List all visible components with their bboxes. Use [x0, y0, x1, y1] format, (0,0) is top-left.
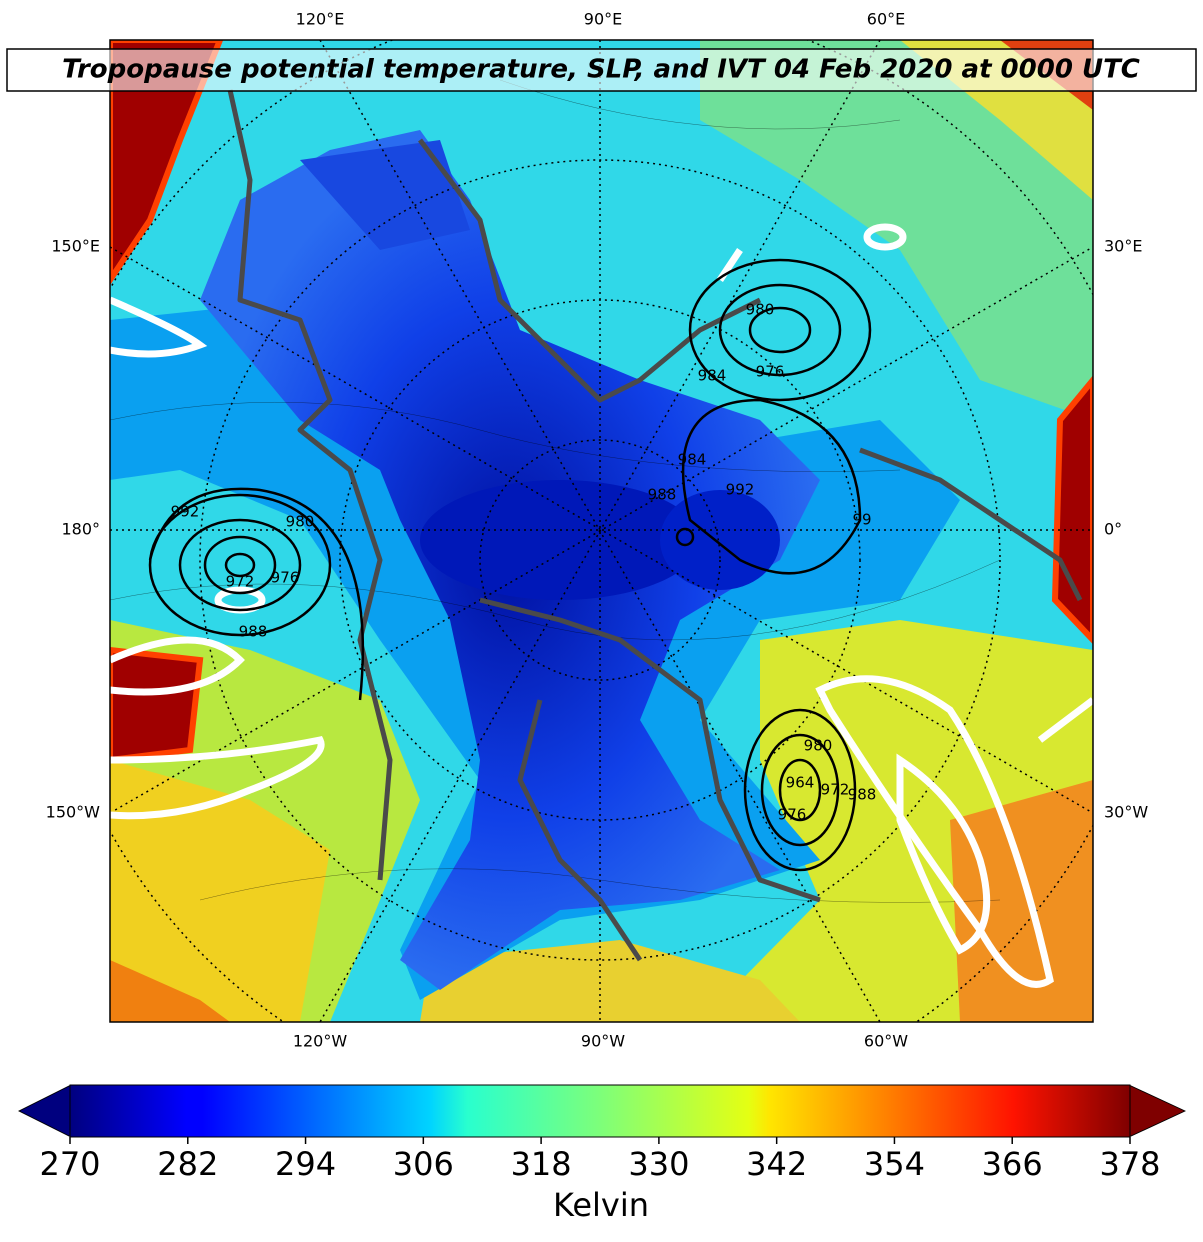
colorbar-tick-label: 354 — [864, 1145, 925, 1183]
slp-label: 984 — [678, 451, 707, 469]
colorbar-tick-label: 378 — [1099, 1145, 1160, 1183]
slp-label: 980 — [746, 301, 775, 319]
colorbar-tick-label: 294 — [275, 1145, 336, 1183]
meridian-label: 180° — [61, 520, 100, 539]
meridian-label: 90°E — [584, 10, 622, 29]
ivt-contours — [110, 223, 1093, 988]
slp-contours — [148, 258, 872, 872]
slp-label: 976 — [778, 806, 807, 824]
title-box — [6, 48, 1197, 92]
colorbar — [69, 1084, 1131, 1138]
slp-label: 984 — [698, 367, 727, 385]
meridian-label: 60°E — [867, 10, 905, 29]
slp-label: 964 — [786, 774, 815, 792]
slp-label: 972 — [821, 781, 850, 799]
slp-label: 992 — [171, 503, 200, 521]
meridian-label: 150°W — [46, 803, 101, 822]
colorbar-tick-label: 306 — [393, 1145, 454, 1183]
slp-label: 976 — [756, 363, 785, 381]
colorbar-tick-label: 270 — [39, 1145, 100, 1183]
graticule — [110, 40, 1093, 1022]
colorbar-tick-label: 366 — [982, 1145, 1043, 1183]
slp-label: 99 — [852, 511, 871, 529]
colorbar-tick-label: 330 — [628, 1145, 689, 1183]
meridian-label: 120°W — [293, 1032, 348, 1051]
meridian-label: 90°W — [581, 1032, 625, 1051]
slp-label: 988 — [848, 786, 877, 804]
colorbar-under — [20, 1086, 70, 1136]
title: Tropopause potential temperature, SLP, a… — [62, 55, 1140, 85]
colorbar-tick-label: 342 — [746, 1145, 807, 1183]
colorbar-over — [1130, 1086, 1184, 1136]
meridian-label: 60°W — [864, 1032, 908, 1051]
slp-label: 972 — [226, 573, 255, 591]
meridian-label: 120°E — [296, 10, 345, 29]
colorbar-tick-label: 282 — [157, 1145, 218, 1183]
meridian-label: 30°W — [1104, 803, 1148, 822]
slp-label: 992 — [726, 481, 755, 499]
slp-label: 980 — [286, 513, 315, 531]
colorbar-label: Kelvin — [553, 1186, 649, 1224]
meridian-label: 0° — [1104, 520, 1122, 539]
slp-label: 980 — [804, 737, 833, 755]
slp-label: 988 — [239, 623, 268, 641]
meridian-label: 30°E — [1104, 237, 1142, 256]
slp-label: 976 — [271, 569, 300, 587]
colorbar-tick-label: 318 — [511, 1145, 572, 1183]
meridian-label: 150°E — [51, 237, 100, 256]
map-frame — [109, 39, 1094, 1023]
slp-label: 988 — [648, 486, 677, 504]
